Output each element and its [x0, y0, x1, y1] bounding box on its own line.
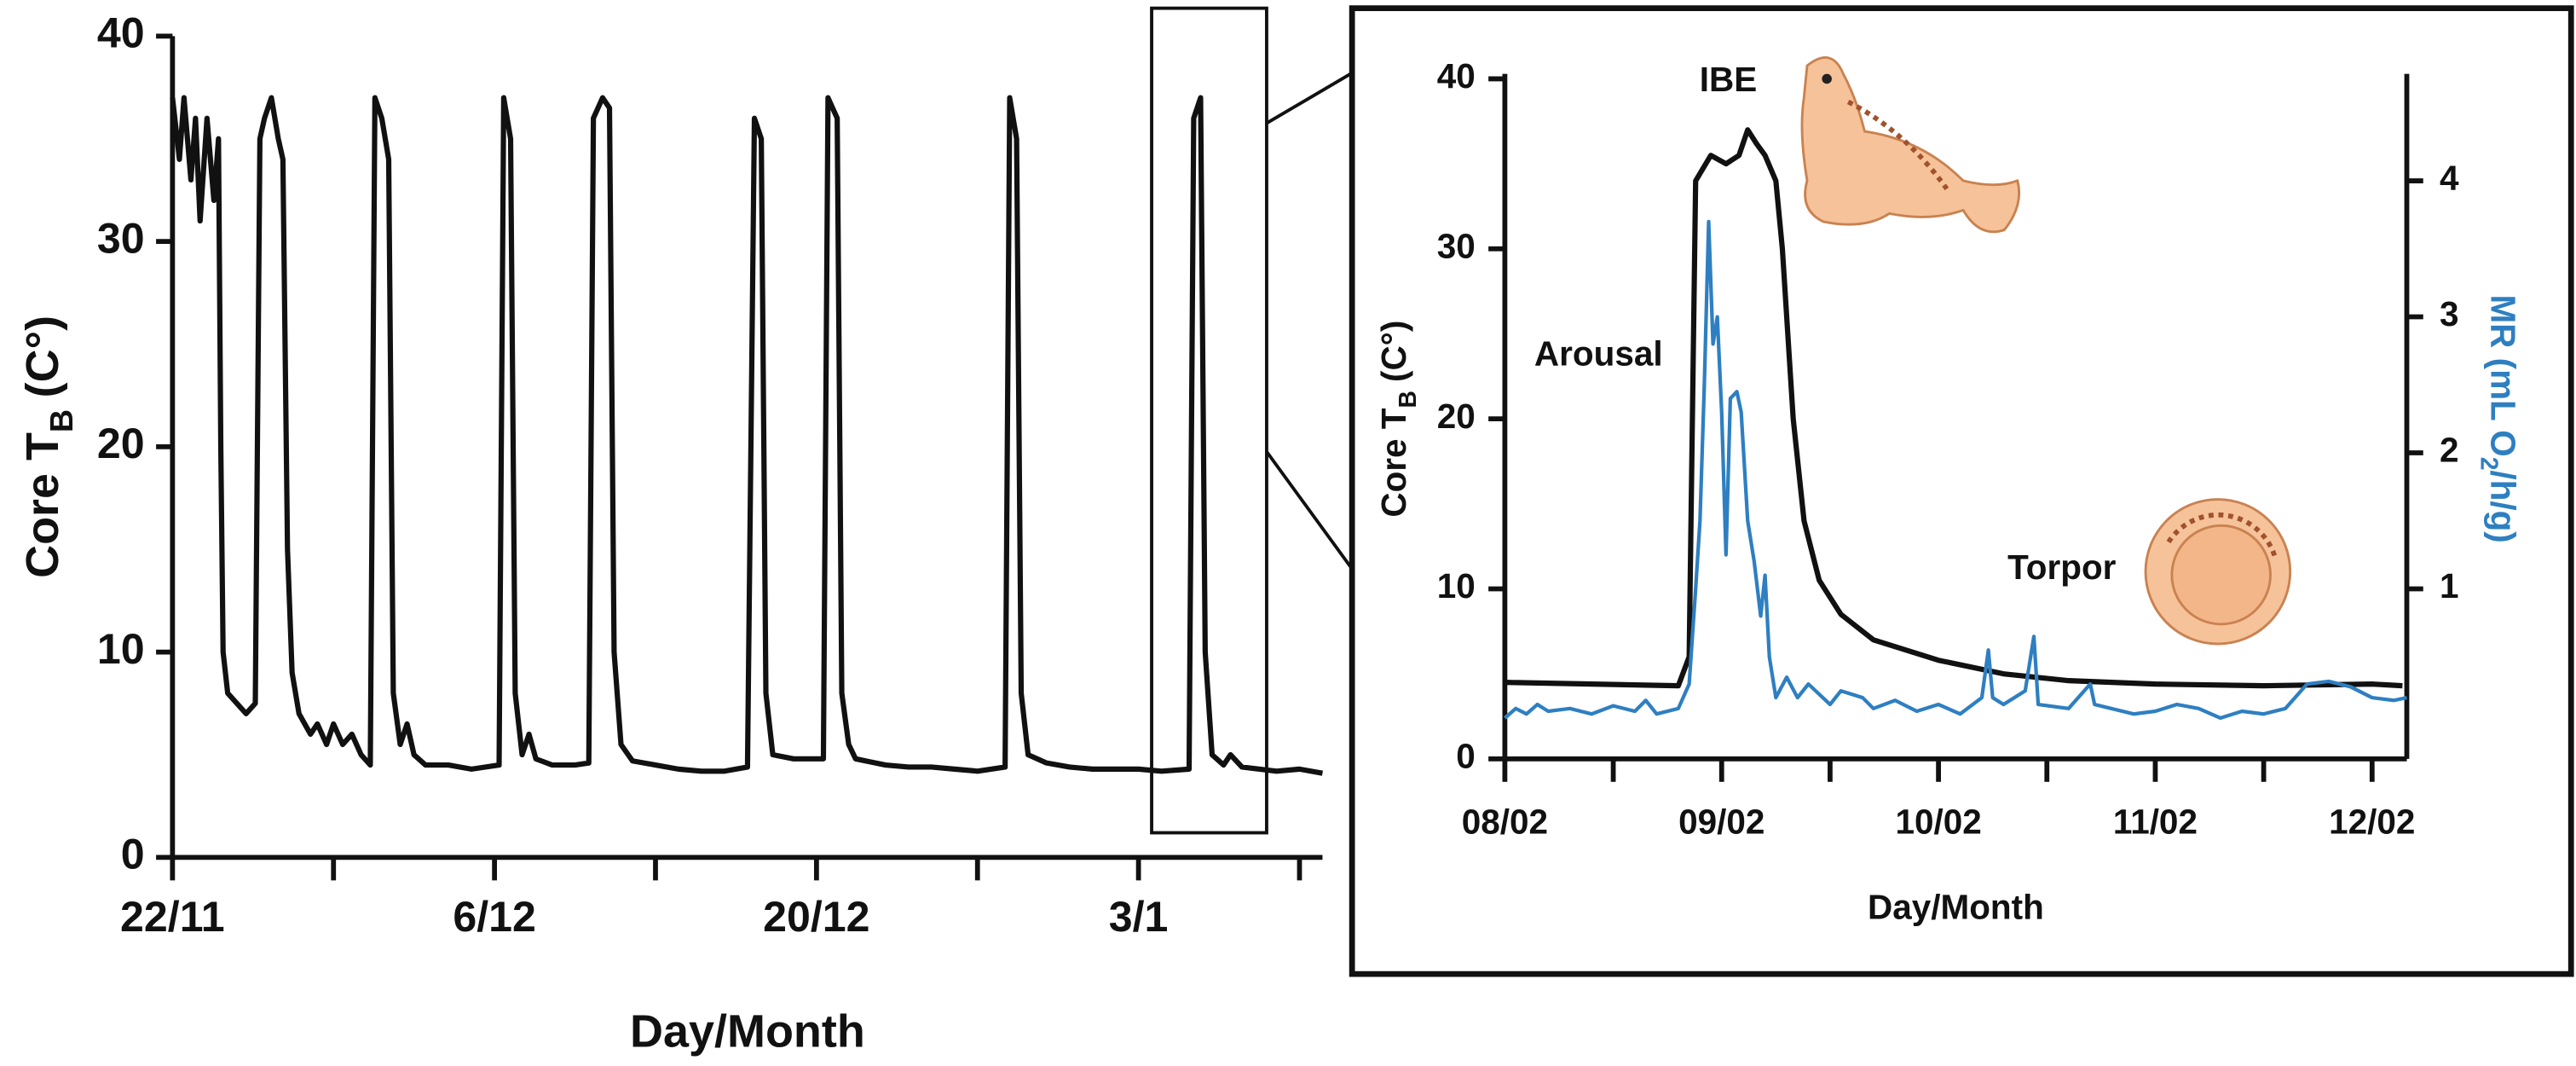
y-tick-label: 40 — [97, 9, 145, 57]
y-tick-label: 0 — [121, 831, 145, 878]
y-tick-label: 40 — [1437, 56, 1476, 96]
x-tick-label: 09/02 — [1678, 802, 1765, 842]
inset-frame — [1349, 5, 2574, 977]
data-line — [170, 95, 1324, 776]
y2-axis-title: MR (mL O2/h/g) — [2475, 294, 2523, 542]
y-tick-label: 10 — [1437, 566, 1476, 605]
squirrel-torpor-illustration — [2144, 498, 2292, 646]
y-tick-label: 30 — [97, 214, 145, 262]
y-axis-title-part: B — [44, 409, 80, 432]
zoom-connector — [1265, 450, 1352, 568]
x-tick-label: 12/02 — [2329, 802, 2415, 842]
y2-axis-title-part: MR (mL O — [2484, 294, 2523, 456]
y-tick-label: 10 — [97, 625, 145, 673]
y-axis-title-part: B — [1395, 391, 1423, 408]
y-tick-label: 30 — [1437, 226, 1476, 265]
annotation: Torpor — [2007, 547, 2117, 587]
y-tick-label: 0 — [1456, 737, 1476, 776]
y-axis-title-part: Core T — [17, 432, 68, 578]
y-axis-title: Core TB (C°) — [1374, 321, 1423, 518]
squirrel-alert-illustration — [1800, 56, 2021, 234]
y2-tick-label: 4 — [2440, 159, 2459, 198]
zoom-box — [1150, 6, 1268, 835]
x-tick-label: 20/12 — [763, 893, 869, 941]
zoom-connector — [1265, 72, 1352, 125]
x-tick-label: 11/02 — [2113, 802, 2198, 842]
y-axis-title-part: (C°) — [1374, 321, 1413, 382]
y2-tick-label: 3 — [2440, 294, 2459, 333]
x-tick-label: 6/12 — [453, 893, 536, 941]
x-tick-label: 22/11 — [120, 893, 225, 941]
y2-tick-label: 1 — [2440, 566, 2459, 605]
data-line — [1504, 219, 2407, 721]
annotation: IBE — [1700, 60, 1757, 99]
x-tick-label: 3/1 — [1109, 893, 1169, 941]
y-tick-label: 20 — [1437, 397, 1476, 436]
y2-axis-title-part: 2 — [2475, 457, 2502, 471]
x-axis-title: Day/Month — [1868, 888, 2044, 927]
y-axis-title: Core TB (C°) — [17, 316, 80, 578]
y-axis-title-part: Core T — [1374, 408, 1413, 517]
x-axis-title: Day/Month — [630, 1006, 865, 1057]
x-tick-label: 10/02 — [1895, 802, 1981, 842]
annotation: Arousal — [1534, 334, 1663, 374]
y-axis-title-part: (C°) — [17, 316, 68, 397]
x-tick-label: 08/02 — [1462, 802, 1548, 842]
data-line — [1505, 127, 2403, 689]
y-tick-label: 20 — [97, 420, 145, 467]
y2-tick-label: 2 — [2440, 431, 2459, 470]
y2-axis-title-part: /h/g) — [2484, 470, 2523, 542]
